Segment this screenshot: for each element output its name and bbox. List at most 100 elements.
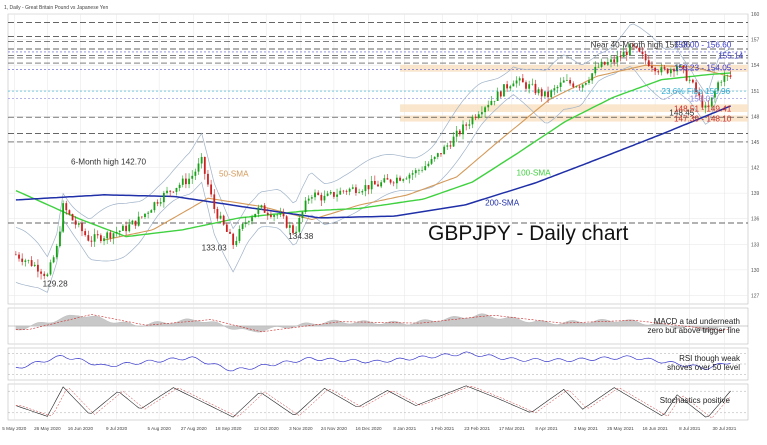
- candle-body: [531, 83, 534, 85]
- candle-body: [540, 89, 543, 97]
- candle-body: [635, 46, 638, 48]
- candle-body: [216, 208, 219, 219]
- candle-body: [162, 192, 165, 203]
- candle-body: [477, 114, 480, 118]
- candle-body: [458, 130, 461, 135]
- stochastics-main-line: [15, 385, 731, 418]
- candle-body: [77, 223, 80, 225]
- candle-body: [96, 234, 99, 236]
- candle-body: [333, 192, 335, 197]
- candle-body: [115, 232, 118, 234]
- candle-body: [326, 193, 329, 196]
- candle-body: [74, 220, 77, 225]
- x-tick-label: 27 Aug 2020: [181, 426, 207, 431]
- price-label: 134.38: [288, 232, 313, 241]
- candle-body: [68, 210, 71, 215]
- candle-body: [559, 82, 562, 87]
- candle-body: [323, 195, 326, 201]
- candle-body: [140, 216, 143, 218]
- candle-body: [465, 124, 468, 126]
- candle-body: [254, 213, 257, 218]
- candle-body: [606, 62, 609, 65]
- instrument-header: 1, Daily - Great Britain Pound vs Japane…: [4, 5, 108, 11]
- candle-body: [200, 156, 203, 164]
- candle-body: [238, 228, 241, 241]
- candle-body: [14, 254, 17, 256]
- candle-body: [471, 116, 474, 125]
- candle-body: [232, 233, 235, 246]
- candle-body: [654, 67, 657, 72]
- candle-body: [90, 240, 93, 242]
- candle-body: [93, 234, 96, 242]
- x-tick-label: 5 May 2020: [2, 426, 26, 431]
- sma-200-line: [15, 105, 731, 219]
- candle-body: [172, 191, 175, 193]
- candle-body: [175, 187, 178, 192]
- candle-body: [676, 66, 679, 72]
- candle-body: [137, 216, 140, 226]
- candle-body: [71, 214, 74, 221]
- candle-body: [717, 82, 719, 91]
- price-tick-label: 145: [751, 140, 760, 146]
- price-label: 147.39 - 148.10: [674, 114, 732, 123]
- candle-body: [726, 75, 729, 77]
- candle-body: [484, 107, 486, 113]
- candle-body: [679, 65, 682, 67]
- candle-body: [118, 230, 121, 233]
- candle-body: [550, 90, 553, 98]
- candle-body: [84, 231, 87, 236]
- candle-body: [443, 146, 446, 155]
- candle-body: [207, 173, 209, 185]
- pane-frame-stoch: [7, 383, 749, 421]
- candle-body: [367, 185, 370, 190]
- candle-body: [383, 178, 386, 183]
- sma-50-line: [103, 64, 731, 241]
- candle-body: [395, 177, 398, 184]
- candle-body: [30, 260, 33, 266]
- candle-body: [421, 170, 423, 171]
- candle-body: [641, 51, 644, 55]
- price-candles: [14, 42, 732, 280]
- x-tick-label: 26 May 2020: [34, 426, 61, 431]
- candle-body: [37, 264, 39, 272]
- candle-body: [112, 233, 115, 239]
- candle-body: [59, 231, 61, 246]
- candle-body: [619, 56, 622, 58]
- candle-body: [392, 182, 395, 184]
- candle-body: [122, 225, 124, 231]
- price-label: 133.03: [202, 244, 227, 253]
- stochastics-annotation: Stochastics positive: [660, 396, 731, 405]
- candle-body: [213, 194, 216, 209]
- candle-body: [537, 89, 540, 94]
- candle-body: [493, 100, 496, 102]
- candle-body: [525, 82, 527, 89]
- candle-body: [436, 153, 439, 157]
- x-tick-label: 12 Oct 2020: [254, 426, 279, 431]
- candle-body: [285, 216, 288, 228]
- candle-body: [364, 185, 367, 192]
- candle-body: [600, 61, 603, 67]
- candle-body: [178, 184, 181, 188]
- candle-body: [468, 124, 471, 126]
- candle-body: [720, 81, 723, 83]
- candle-body: [109, 232, 112, 239]
- candle-body: [144, 213, 146, 218]
- x-tick-label: 8 Apr 2021: [535, 426, 558, 431]
- candle-body: [361, 191, 364, 193]
- candle-body: [251, 217, 253, 222]
- candle-body: [575, 86, 578, 88]
- candle-body: [194, 171, 197, 176]
- x-tick-label: 3 May 2021: [574, 426, 598, 431]
- candle-body: [43, 273, 46, 277]
- candle-body: [503, 84, 505, 97]
- x-tick-label: 9 Jul 2020: [106, 426, 128, 431]
- price-label: 153.23 - 154.05: [674, 64, 732, 73]
- candle-body: [399, 177, 401, 181]
- price-tick-label: 151: [751, 89, 760, 95]
- candle-body: [666, 68, 669, 74]
- candle-body: [260, 205, 263, 208]
- candle-body: [52, 257, 55, 263]
- candle-body: [304, 200, 307, 213]
- candle-body: [386, 178, 389, 180]
- price-tick-label: 130: [751, 268, 760, 274]
